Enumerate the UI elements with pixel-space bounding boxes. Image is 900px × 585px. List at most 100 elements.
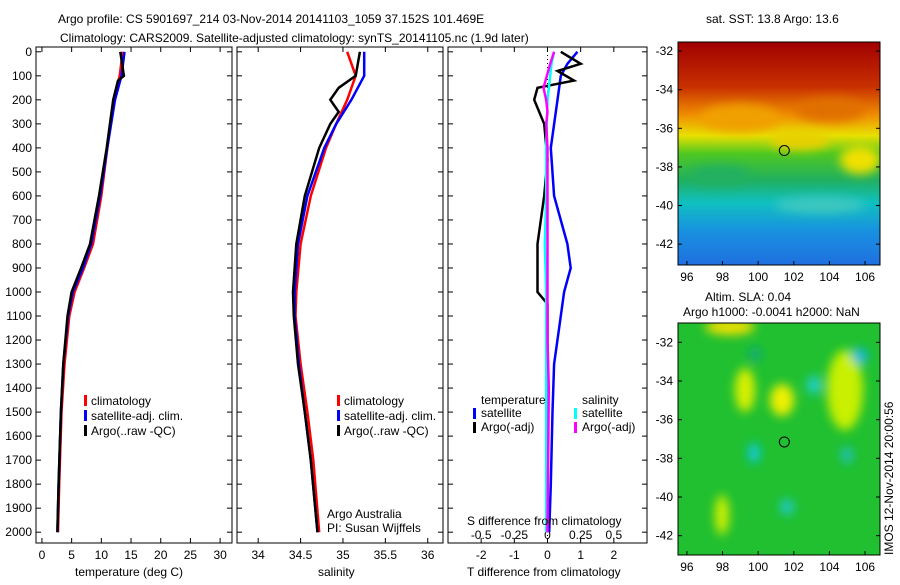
differences-xtick-label: -1	[509, 548, 520, 562]
sla-map-ytick-label: -42	[656, 529, 674, 543]
depth-tick-label: 1700	[5, 453, 32, 467]
legend-satellite: satellite-adj. clim.	[91, 409, 183, 423]
differences-xtick-label: -2	[476, 548, 487, 562]
depth-tick-label: 1900	[5, 501, 32, 515]
differences-xtick-label: 0	[544, 548, 551, 562]
argo-location-marker	[778, 145, 790, 157]
sst-map-ytick-label: -42	[656, 237, 674, 251]
sla-map-xtick-label: 104	[819, 560, 839, 574]
sst-map-ytick-label: -32	[656, 44, 674, 58]
temperature-xlabel: temperature (deg C)	[75, 565, 183, 579]
sla-map-xtick-label: 96	[680, 560, 694, 574]
sst-map-ytick-label: -40	[656, 199, 674, 213]
depth-tick-label: 900	[12, 261, 32, 275]
legend-t-argo: Argo(-adj)	[481, 420, 534, 434]
differences-xtick-label: 2	[610, 548, 617, 562]
salinity-series-climatology	[294, 51, 358, 533]
temperature-series-climatology	[56, 51, 124, 533]
sst-map-xtick-label: 102	[784, 270, 804, 284]
depth-tick-label: 1400	[5, 381, 32, 395]
s-xtick-label: -0.5	[471, 528, 492, 542]
sst-map-xtick-label: 104	[819, 270, 839, 284]
sst-map-xtick-label: 98	[716, 270, 730, 284]
sla-map-ytick-label: -32	[656, 335, 674, 349]
depth-tick-label: 100	[12, 69, 32, 83]
salinity-legend: climatology satellite-adj. clim. Argo(..…	[327, 394, 436, 535]
sst-map-ytick-label: -34	[656, 83, 674, 97]
temperature-xtick-label: 10	[95, 548, 109, 562]
sla-map-ytick-label: -38	[656, 451, 674, 465]
legend-header-salinity: salinity	[582, 393, 619, 407]
legend-header-temperature: temperature	[481, 393, 546, 407]
sla-map-ytick-label: -40	[656, 490, 674, 504]
depth-tick-label: 400	[12, 141, 32, 155]
footer-stamp: IMOS 12-Nov-2014 20:00:56	[882, 401, 896, 555]
differences-series-s-argo-adj-	[542, 51, 556, 533]
depth-tick-label: 700	[12, 213, 32, 227]
annotation-pi: PI: Susan Wijffels	[327, 521, 421, 535]
temperature-series-satellite-adj-clim-	[56, 51, 126, 533]
depth-tick-label: 2000	[5, 525, 32, 539]
sst-map-frame	[677, 41, 881, 266]
sla-map-xtick-label: 106	[855, 560, 875, 574]
s-axis-label: S difference from climatology	[467, 514, 622, 528]
legend-argo: Argo(..raw -QC)	[91, 424, 176, 438]
depth-tick-label: 500	[12, 165, 32, 179]
legend-s-satellite: satellite	[582, 406, 623, 420]
legend-climatology: climatology	[344, 394, 404, 408]
depth-tick-label: 1300	[5, 357, 32, 371]
salinity-xtick-label: 34.5	[289, 548, 313, 562]
argo-location-marker	[778, 436, 790, 448]
sla-map-xtick-label: 102	[784, 560, 804, 574]
sst-map-xtick-label: 106	[855, 270, 875, 284]
salinity-xlabel: salinity	[318, 565, 355, 579]
salinity-xtick-label: 34	[252, 548, 266, 562]
depth-tick-label: 1800	[5, 477, 32, 491]
temperature-xtick-label: 30	[213, 548, 227, 562]
sla-map-frame	[677, 322, 881, 556]
temperature-frame	[35, 46, 233, 544]
sst-map-xtick-label: 100	[748, 270, 768, 284]
sst-map-ytick-label: -38	[656, 160, 674, 174]
annotation-argo-australia: Argo Australia	[327, 507, 402, 521]
sla-map-xtick-label: 100	[748, 560, 768, 574]
legend-argo: Argo(..raw -QC)	[344, 424, 429, 438]
sla-map-title-1: Altim. SLA: 0.04	[705, 290, 791, 304]
salinity-frame	[236, 46, 444, 544]
s-xtick-label: 0.5	[605, 528, 622, 542]
differences-series-s-satellite	[543, 51, 556, 533]
temperature-legend: climatology satellite-adj. clim. Argo(..…	[84, 394, 183, 438]
differences-xtick-label: 1	[577, 548, 584, 562]
legend-s-argo: Argo(-adj)	[582, 420, 635, 434]
sla-map-ytick-label: -36	[656, 413, 674, 427]
depth-tick-label: 1000	[5, 285, 32, 299]
temperature-xtick-label: 15	[124, 548, 138, 562]
depth-tick-label: 1500	[5, 405, 32, 419]
depth-tick-label: 600	[12, 189, 32, 203]
title-line-2: Climatology: CARS2009. Satellite-adjuste…	[60, 31, 529, 45]
sla-map-xtick-label: 98	[716, 560, 730, 574]
temperature-xtick-label: 20	[154, 548, 168, 562]
depth-tick-label: 1200	[5, 333, 32, 347]
salinity-xtick-label: 36	[421, 548, 435, 562]
differences-series-t-argo-adj-	[532, 50, 584, 533]
depth-tick-label: 1100	[6, 309, 32, 323]
s-xtick-label: 0.25	[569, 528, 593, 542]
legend-climatology: climatology	[91, 394, 151, 408]
differences-series-t-satellite	[547, 50, 579, 533]
difference-legend: temperature salinity satellite Argo(-adj…	[467, 393, 635, 528]
depth-tick-label: 0	[25, 45, 32, 59]
sla-map	[678, 323, 880, 555]
sst-map-xtick-label: 96	[680, 270, 694, 284]
depth-tick-label: 200	[12, 93, 32, 107]
temperature-series-argo-raw-qc-	[56, 51, 126, 533]
title-line-1: Argo profile: CS 5901697_214 03-Nov-2014…	[58, 12, 484, 26]
depth-tick-label: 800	[12, 237, 32, 251]
sla-map-ytick-label: -34	[656, 374, 674, 388]
salinity-xtick-label: 35.5	[374, 548, 398, 562]
sst-map	[678, 42, 880, 265]
salinity-series-argo-raw-qc-	[291, 51, 362, 533]
temperature-xtick-label: 25	[184, 548, 198, 562]
sst-map-ytick-label: -36	[656, 121, 674, 135]
temperature-xtick-label: 0	[39, 548, 46, 562]
